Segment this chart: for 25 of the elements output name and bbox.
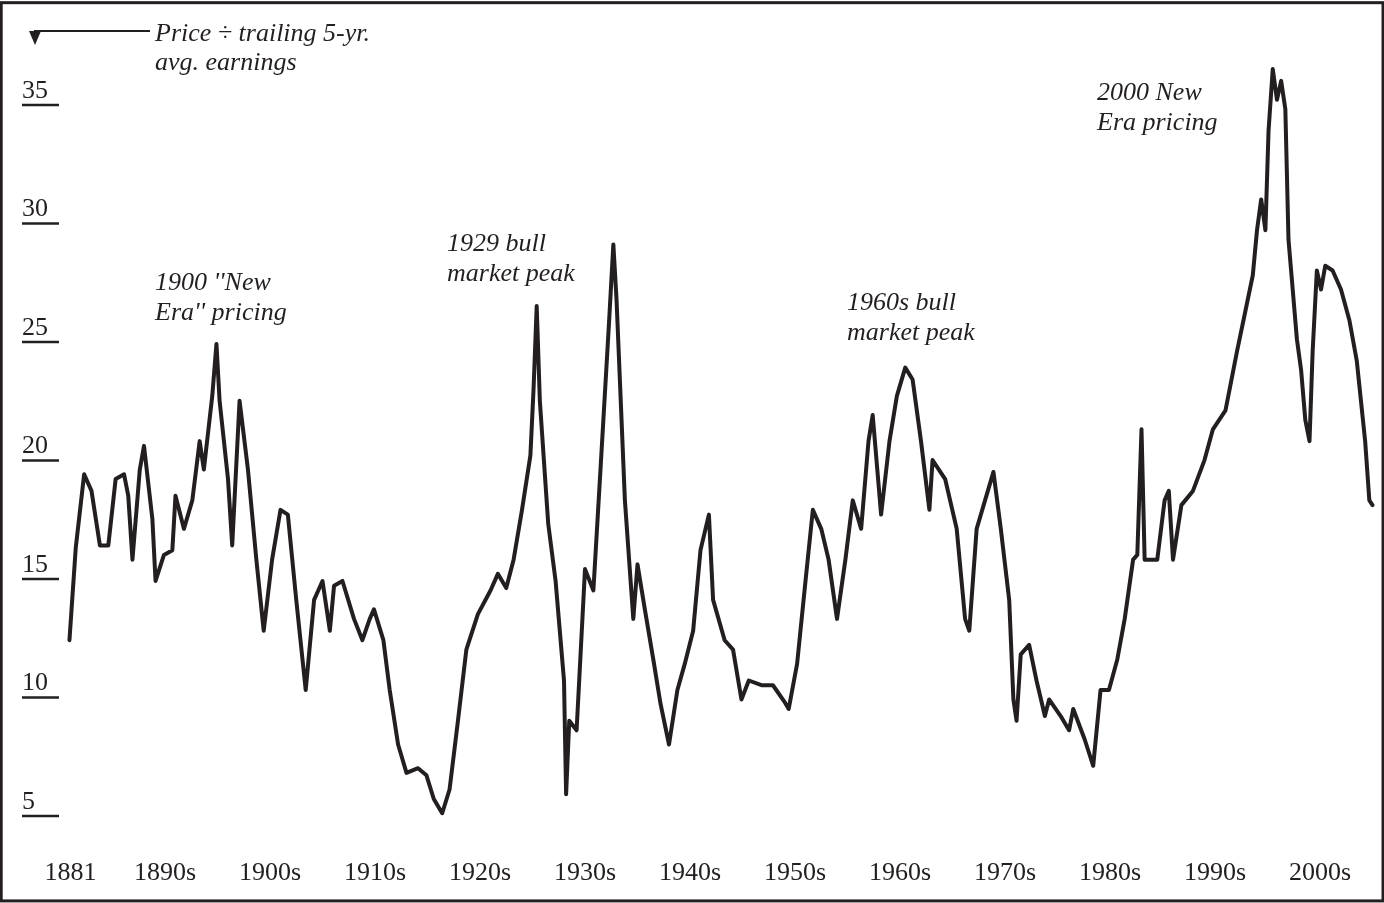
x-tick-label: 1970s: [973, 857, 1037, 886]
x-tick-label: 1920s: [448, 857, 512, 886]
x-tick-label: 1910s: [343, 857, 407, 886]
x-tick-label: 1930s: [553, 857, 617, 886]
y-tick-label: 30: [22, 193, 48, 223]
y-tick-label: 15: [22, 548, 48, 578]
y-tick-label: 20: [22, 430, 48, 460]
x-tick-label: 1980s: [1078, 857, 1142, 886]
y-axis-title: Price ÷ trailing 5-yr. avg. earnings: [154, 18, 371, 76]
y-tick-label: 25: [22, 311, 48, 341]
annotation: 1900 ''New Era'' pricing: [154, 267, 287, 326]
y-tick-label: 35: [22, 74, 48, 104]
x-tick-label: 1960s: [868, 857, 932, 886]
annotation: 1929 bull market peak: [447, 228, 576, 287]
y-tick-label: 5: [22, 785, 35, 815]
x-tick-label: 1990s: [1183, 857, 1247, 886]
x-tick-label: 1890s: [133, 857, 197, 886]
x-tick-label: 1950s: [763, 857, 827, 886]
y-tick-label: 10: [22, 667, 48, 697]
x-tick-label: 1940s: [658, 857, 722, 886]
x-tick-label: 2000s: [1288, 857, 1352, 886]
annotation: 2000 New Era pricing: [1096, 77, 1218, 136]
x-tick-label: 1900s: [238, 857, 302, 886]
annotation: 1960s bull market peak: [847, 287, 976, 346]
x-tick-label: 1881: [44, 857, 97, 886]
